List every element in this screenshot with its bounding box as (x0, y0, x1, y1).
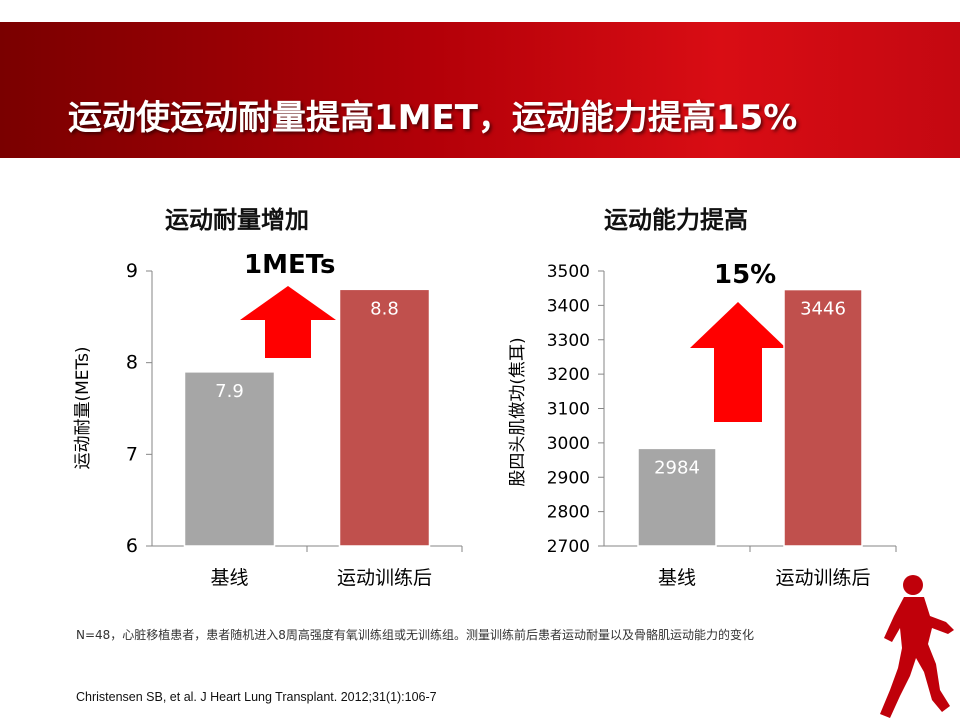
study-footnote: N=48，心脏移植患者，患者随机进入8周高强度有氧训练组或无训练组。测量训练前后… (76, 628, 754, 642)
bar-baseline (637, 447, 717, 547)
data-label: 2984 (654, 457, 700, 478)
chart1-title: 运动耐量增加 (165, 206, 309, 234)
y-axis-label-2: 股四头肌做功(焦耳) (508, 337, 528, 486)
y-tick-label: 2900 (547, 468, 590, 488)
data-label: 7.9 (215, 381, 244, 402)
y-tick-label: 2700 (547, 537, 590, 557)
increase-arrow-2 (690, 302, 786, 422)
y-axis-label-1: 运动耐量(METs) (73, 346, 93, 469)
increase-arrow-1 (240, 286, 336, 358)
category-label: 运动训练后 (775, 567, 870, 589)
chart2-annotation: 15% (714, 260, 777, 290)
y-tick-label: 3400 (547, 296, 590, 316)
bar-after-training (783, 288, 863, 547)
bar-baseline (183, 371, 276, 547)
y-tick-label: 6 (126, 535, 138, 557)
title-banner: 运动使运动耐量提高1MET，运动能力提高15% (0, 22, 960, 158)
y-tick-label: 3300 (547, 331, 590, 351)
bar-after-training (338, 288, 431, 547)
category-label: 运动训练后 (337, 567, 432, 589)
chart2-title: 运动能力提高 (604, 206, 748, 234)
y-tick-label: 3500 (547, 262, 590, 282)
slide-title: 运动使运动耐量提高1MET，运动能力提高15% (68, 98, 798, 138)
citation: Christensen SB, et al. J Heart Lung Tran… (76, 690, 437, 704)
chart1-annotation: 1METs (244, 250, 336, 280)
y-tick-label: 9 (126, 260, 138, 282)
y-tick-label: 2800 (547, 503, 590, 523)
data-label: 8.8 (370, 298, 399, 319)
y-tick-label: 8 (126, 352, 138, 374)
y-tick-label: 3200 (547, 365, 590, 385)
y-tick-label: 3100 (547, 400, 590, 420)
y-tick-label: 3000 (547, 434, 590, 454)
y-tick-label: 7 (126, 443, 138, 465)
runner-figure (880, 575, 954, 718)
category-label: 基线 (658, 567, 696, 589)
data-label: 3446 (800, 299, 846, 320)
category-label: 基线 (210, 567, 248, 589)
